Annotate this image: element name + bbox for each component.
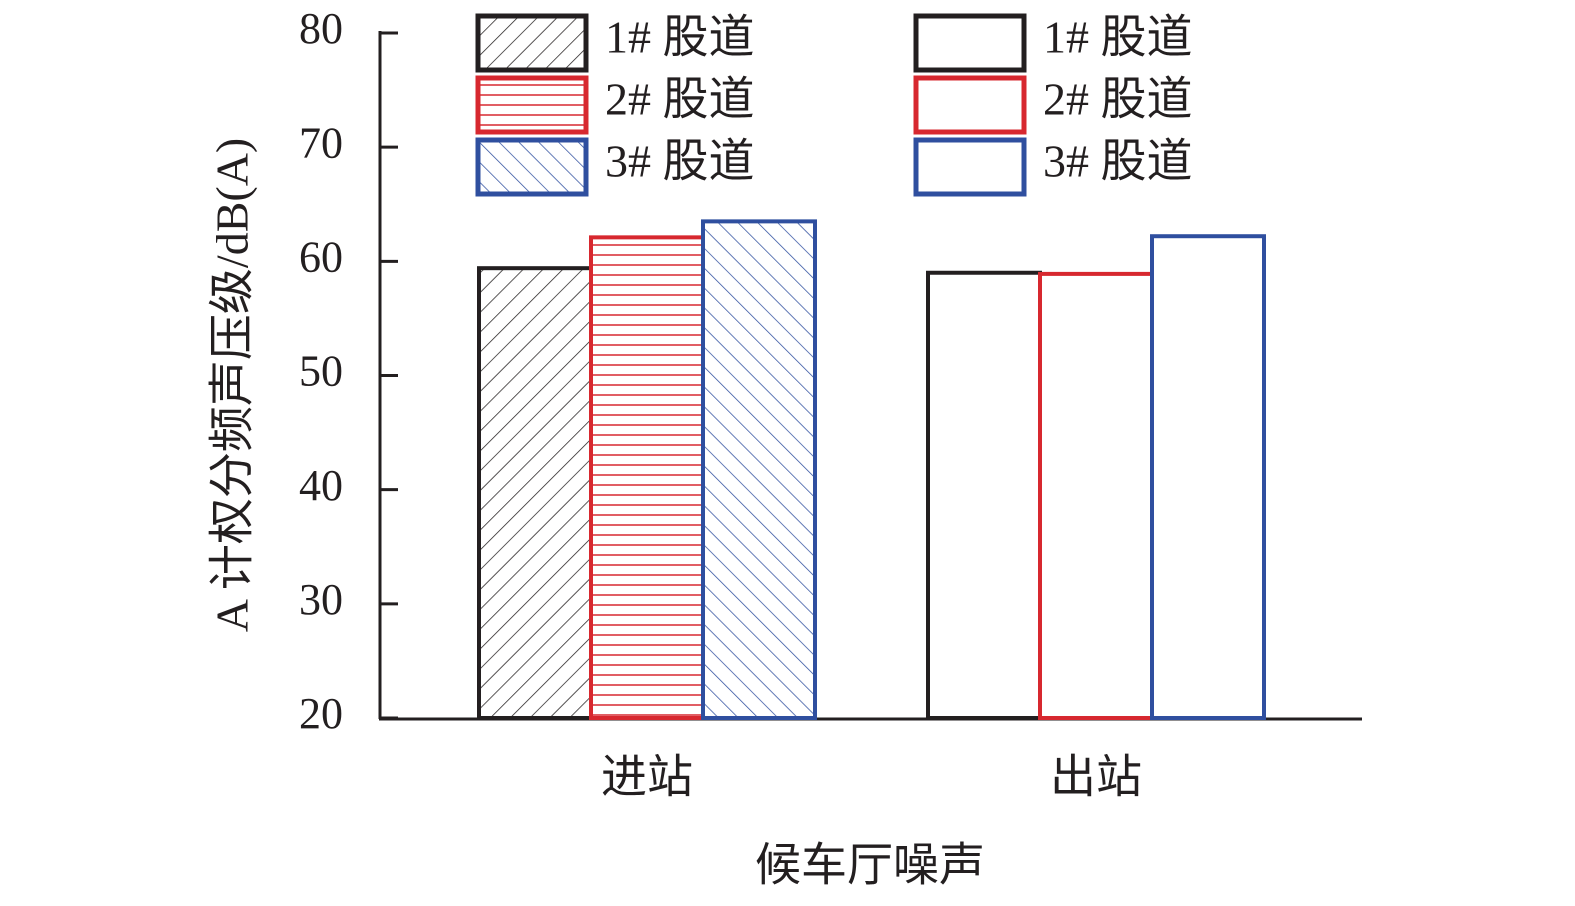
x-axis-label: 候车厅噪声 bbox=[755, 840, 985, 891]
legend-swatch bbox=[913, 13, 1027, 73]
legend-label: 1# 股道 bbox=[605, 12, 755, 63]
y-tick-label: 80 bbox=[299, 4, 343, 53]
legend-label: 1# 股道 bbox=[1043, 12, 1193, 63]
legend-swatch bbox=[913, 137, 1027, 197]
y-tick-label: 40 bbox=[299, 461, 343, 510]
y-axis-label: A 计权分频声压级/dB(A) bbox=[207, 138, 258, 633]
x-tick-label: 出站 bbox=[1050, 752, 1142, 803]
legend-label: 2# 股道 bbox=[605, 74, 755, 125]
bar bbox=[1038, 271, 1154, 720]
legend-swatch bbox=[475, 13, 589, 73]
bar bbox=[477, 266, 593, 720]
bar bbox=[1150, 234, 1266, 720]
y-tick-label: 50 bbox=[299, 347, 343, 396]
y-tick-label: 60 bbox=[299, 232, 343, 281]
bar bbox=[589, 235, 705, 720]
x-tick-label: 进站 bbox=[601, 752, 693, 803]
bar bbox=[926, 270, 1042, 720]
legend-label: 3# 股道 bbox=[1043, 136, 1193, 187]
y-tick-label: 30 bbox=[299, 575, 343, 624]
bar bbox=[701, 219, 817, 720]
legend-swatch bbox=[475, 75, 589, 135]
y-tick-label: 70 bbox=[299, 118, 343, 167]
y-tick-label: 20 bbox=[299, 689, 343, 738]
legend-label: 2# 股道 bbox=[1043, 74, 1193, 125]
legend-swatch bbox=[913, 75, 1027, 135]
legend-swatch bbox=[475, 137, 589, 197]
legend-label: 3# 股道 bbox=[605, 136, 755, 187]
